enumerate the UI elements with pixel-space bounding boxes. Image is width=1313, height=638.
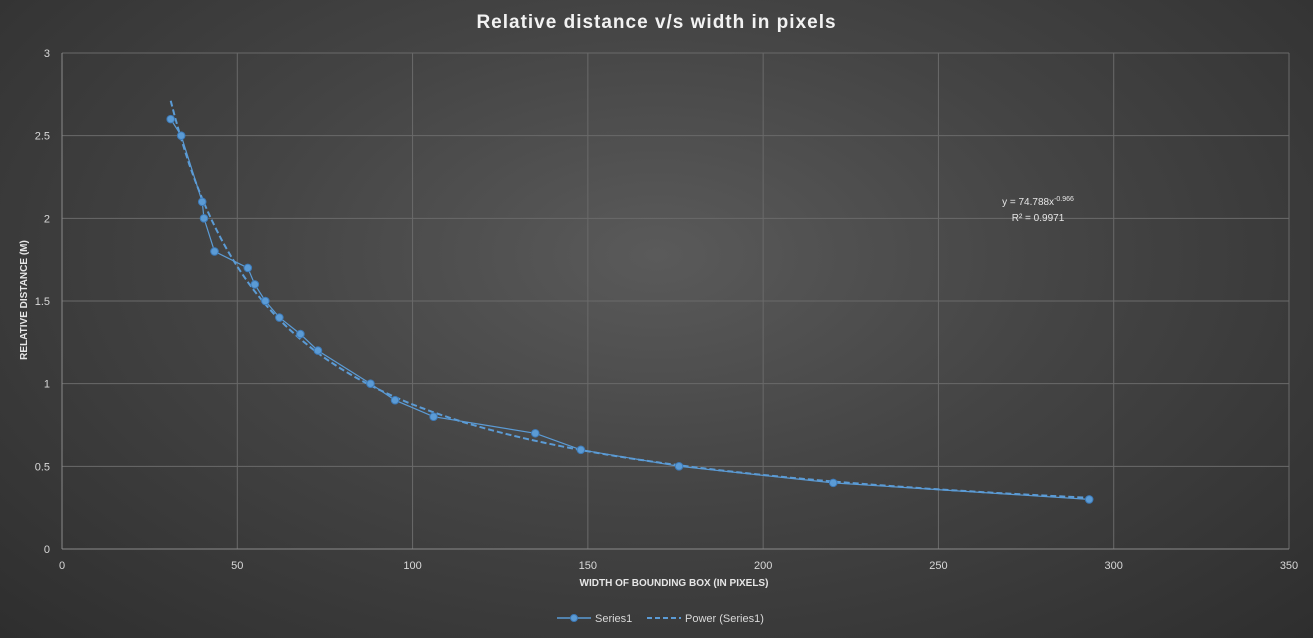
data-point: [176, 131, 186, 140]
data-point: [674, 462, 684, 471]
legend: Series1 Power (Series1): [557, 613, 764, 625]
tick-labels: 0 0.5 1 1.5 2 2.5 3 0 50 100 150 200 250 300 350: [35, 48, 1298, 572]
y-tick-label: 0.5: [35, 461, 50, 473]
data-point: [296, 329, 305, 339]
data-point: [313, 346, 323, 355]
trendline-equation: y = 74.788x-0.966 R² = 0.9971: [1002, 196, 1074, 224]
data-point: [390, 395, 400, 405]
data-point: [166, 114, 175, 124]
data-point: [199, 214, 209, 223]
y-tick-label: 3: [44, 48, 50, 60]
series1-markers: [166, 114, 1094, 504]
legend-label-power-series1: Power (Series1): [685, 613, 764, 625]
series1-line: [170, 118, 1090, 500]
svg-text:y = 74.788x-0.966: y = 74.788x-0.966: [1002, 196, 1074, 208]
x-tick-label: 50: [231, 560, 243, 572]
y-tick-label: 2.5: [35, 131, 50, 143]
power-trendline: [169, 100, 1090, 499]
x-tick-label: 250: [929, 560, 947, 572]
x-tick-label: 150: [579, 560, 597, 572]
x-tick-label: 0: [59, 560, 65, 572]
legend-item-power-series1[interactable]: Power (Series1): [647, 613, 764, 625]
data-point: [429, 412, 438, 422]
data-point: [261, 296, 270, 306]
data-point: [576, 445, 586, 455]
y-tick-label: 1: [44, 379, 50, 391]
data-point: [530, 428, 540, 438]
trendline: [169, 100, 1090, 499]
y-tick-label: 0: [44, 544, 50, 556]
x-tick-label: 350: [1280, 560, 1298, 572]
x-tick-label: 300: [1105, 560, 1123, 572]
axes: [61, 53, 1289, 550]
y-tick-label: 2: [44, 213, 50, 225]
data-point: [243, 263, 253, 273]
equation-text: y = 74.788x: [1002, 197, 1054, 208]
data-point: [275, 313, 284, 322]
legend-label-series1: Series1: [595, 613, 632, 625]
y-tick-label: 1.5: [35, 296, 50, 308]
data-point: [828, 478, 838, 488]
data-point: [250, 280, 260, 289]
legend-item-series1[interactable]: Series1: [557, 613, 632, 625]
series1: [170, 118, 1090, 500]
chart-title: Relative distance v/s width in pixels: [476, 12, 837, 33]
equation-exponent: -0.966: [1054, 196, 1074, 203]
r-squared-text: R² = 0.9971: [1012, 213, 1065, 224]
data-point: [210, 247, 219, 256]
x-tick-label: 200: [754, 560, 772, 572]
x-tick-label: 100: [403, 560, 421, 572]
x-axis-title: WIDTH OF BOUNDING BOX (IN PIXELS): [580, 578, 769, 589]
gridlines: [62, 52, 1290, 549]
data-point: [366, 379, 375, 388]
data-point: [1084, 495, 1094, 504]
data-point: [197, 197, 207, 207]
y-axis-title: RELATIVE DISTANCE (M): [19, 240, 30, 360]
